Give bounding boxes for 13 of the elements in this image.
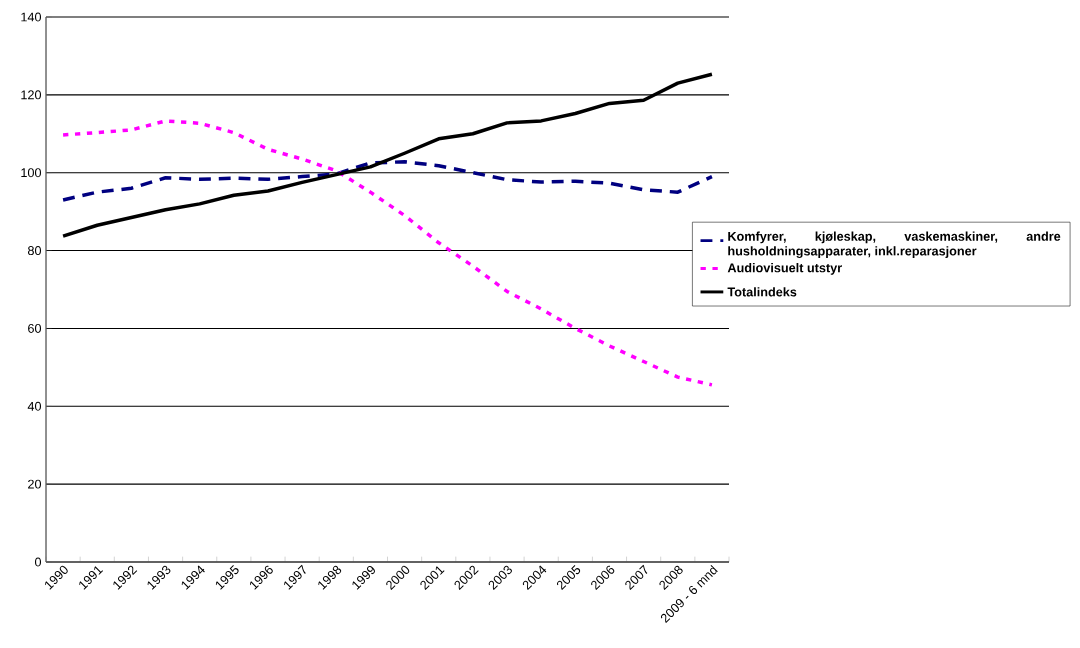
y-tick-label: 120 xyxy=(21,90,42,100)
y-tick-label: 20 xyxy=(28,479,42,489)
y-tick-label: 60 xyxy=(28,323,42,333)
y-tick-label: 140 xyxy=(21,12,42,22)
line-series xyxy=(61,160,714,202)
legend-label: Audiovisuelt utstyr xyxy=(727,263,842,275)
legend-label: Totalindeks xyxy=(727,287,797,297)
y-tick-label: 100 xyxy=(21,168,42,178)
y-tick-label: 0 xyxy=(34,557,42,567)
y-tick-label: 40 xyxy=(27,401,42,411)
y-tick-label: 80 xyxy=(27,246,42,256)
legend-label: Komfyrer, kjøleskap, vaskemaskiner, andre husholdningsapparater, inkl.reparasjoner xyxy=(728,231,1061,259)
line-series xyxy=(61,119,714,387)
